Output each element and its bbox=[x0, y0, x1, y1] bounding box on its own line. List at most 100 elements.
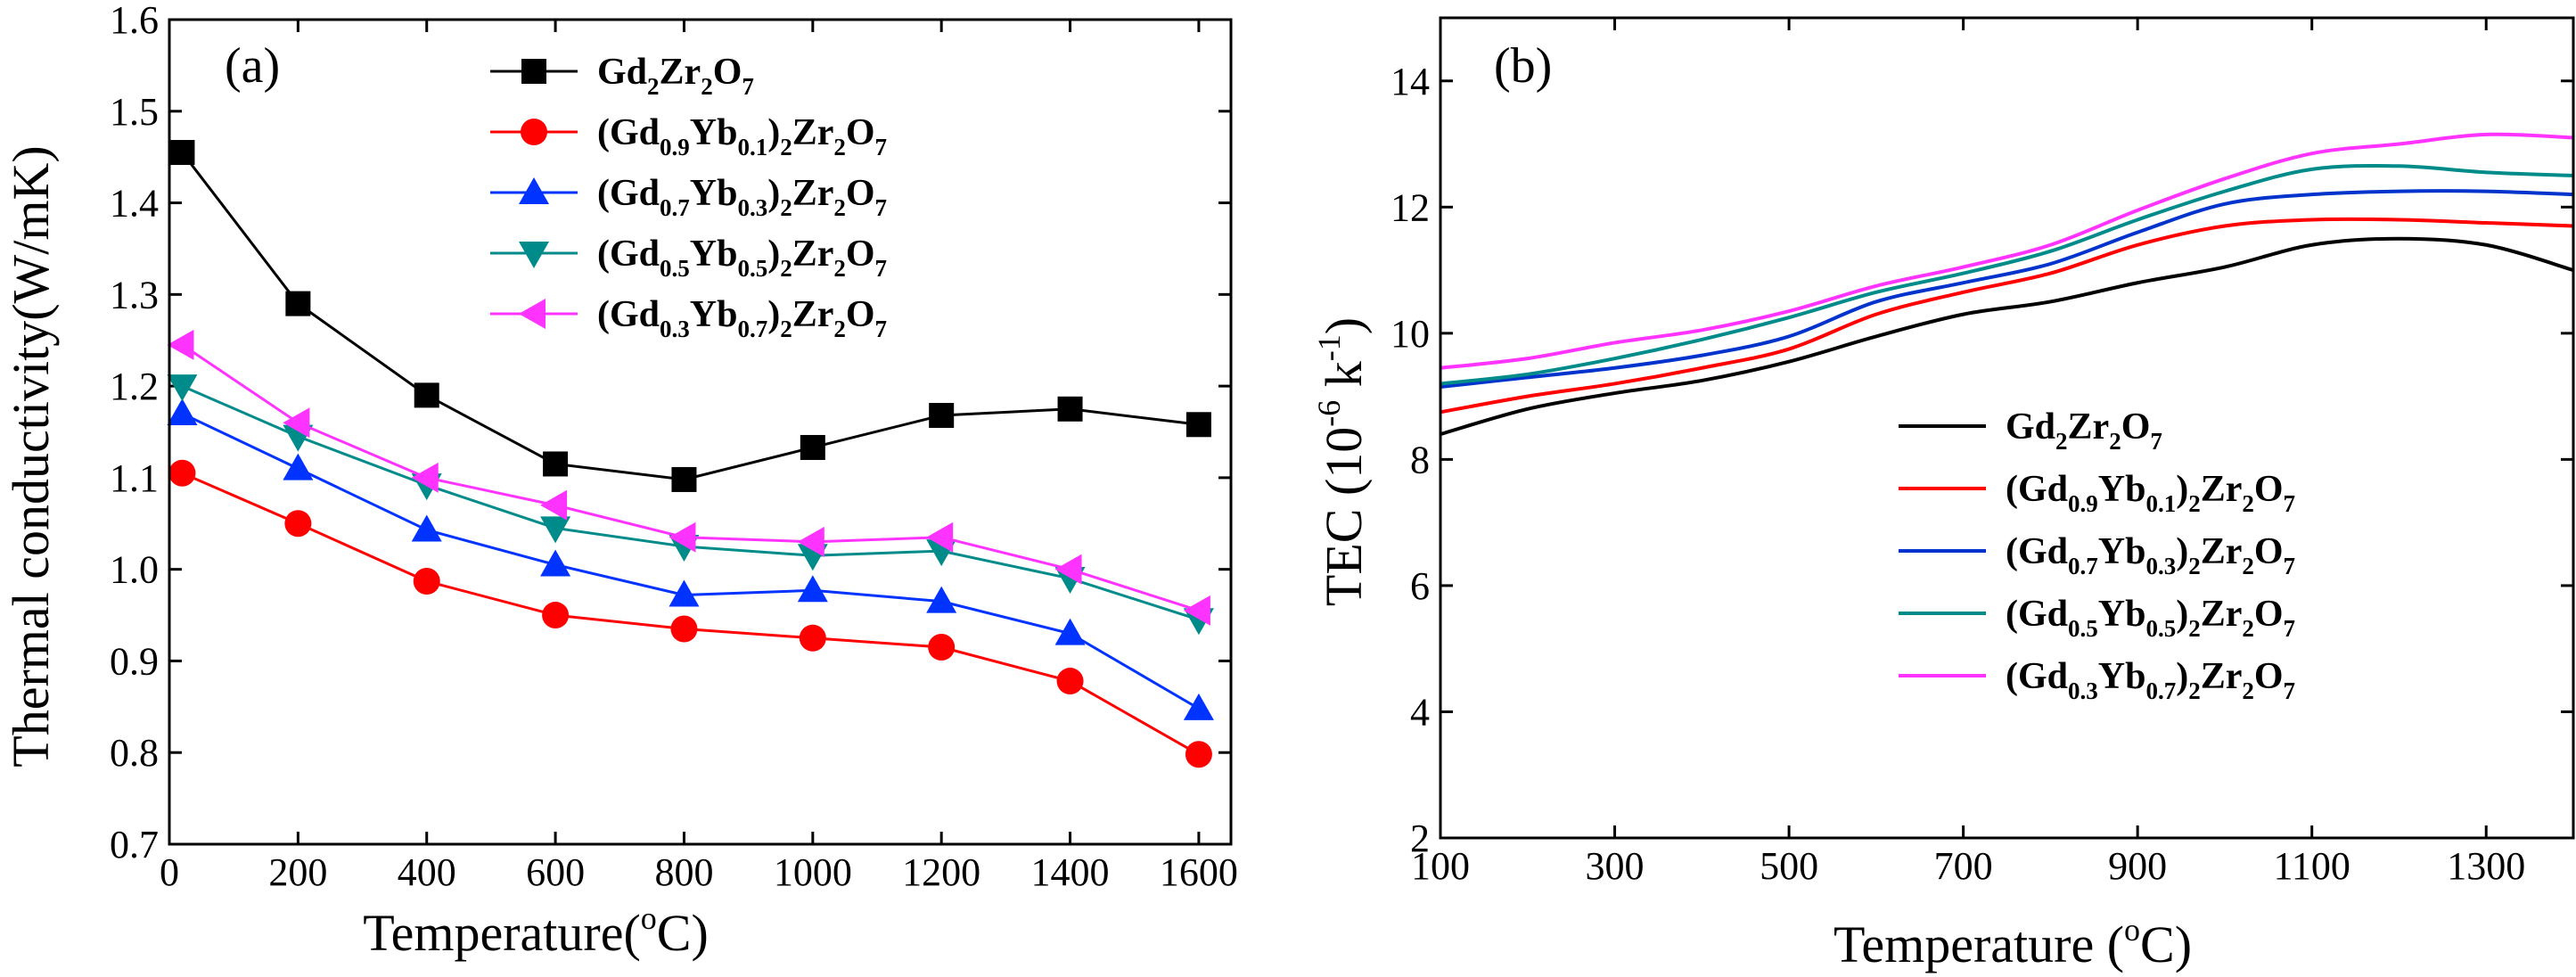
x-tick-label: 200 bbox=[268, 850, 327, 894]
data-point bbox=[168, 459, 196, 487]
data-point bbox=[167, 374, 198, 402]
x-tick-label: 600 bbox=[526, 850, 585, 894]
data-point bbox=[543, 451, 569, 477]
panel-label-a: (a) bbox=[225, 38, 280, 94]
legend-item: Gd2Zr2O7 bbox=[1899, 406, 2162, 455]
data-point bbox=[1183, 595, 1210, 626]
y-tick-label: 4 bbox=[1410, 690, 1430, 734]
data-point bbox=[929, 403, 955, 428]
data-point bbox=[540, 549, 571, 577]
x-tick-label: 700 bbox=[1934, 844, 1993, 888]
legend-item: (Gd0.7Yb0.3)2Zr2O7 bbox=[490, 173, 887, 221]
y-tick-label: 1.4 bbox=[110, 182, 159, 226]
data-point bbox=[540, 489, 568, 521]
x-tick-label: 1300 bbox=[2447, 844, 2525, 888]
y-tick-label: 1.1 bbox=[110, 456, 159, 500]
y-axis-title-b: TEC (10-6 k-1) bbox=[1311, 317, 1373, 606]
data-point bbox=[283, 407, 310, 439]
series-gd0-5yb0-5-2zr2o7 bbox=[1440, 163, 2574, 386]
legend-marker bbox=[519, 299, 546, 329]
legend-item: (Gd0.9Yb0.1)2Zr2O7 bbox=[490, 112, 887, 160]
tec-chart: (b) Temperature (oC) TEC (10-6 k-1) 100 3… bbox=[1311, 16, 2575, 973]
data-point bbox=[167, 329, 194, 360]
legend-label: (Gd0.7Yb0.3)2Zr2O7 bbox=[2006, 531, 2295, 579]
y-axis-title-a: Thermal conductivity(W/mK) bbox=[2, 145, 60, 767]
x-tick-label: 1100 bbox=[2274, 844, 2350, 888]
legend-label: (Gd0.5Yb0.5)2Zr2O7 bbox=[2006, 594, 2295, 642]
data-point bbox=[411, 462, 439, 493]
data-point bbox=[926, 586, 957, 613]
x-tick-label: 1200 bbox=[902, 850, 980, 894]
legend-item: (Gd0.5Yb0.5)2Zr2O7 bbox=[1899, 594, 2295, 642]
data-point bbox=[928, 634, 956, 661]
legend-label: Gd2Zr2O7 bbox=[597, 52, 754, 100]
x-tick-label: 500 bbox=[1760, 844, 1818, 888]
x-tick-label: 1000 bbox=[774, 850, 852, 894]
series-gd0-3yb0-7-2zr2o7 bbox=[1440, 132, 2574, 370]
legend-b: Gd2Zr2O7 (Gd0.9Yb0.1)2Zr2O7 (Gd0.7Yb0.3)2Z… bbox=[1899, 406, 2295, 704]
y-tick-label: 10 bbox=[1391, 312, 1430, 356]
y-tick-label: 0.7 bbox=[110, 823, 159, 866]
legend-label: (Gd0.9Yb0.1)2Zr2O7 bbox=[597, 112, 887, 160]
series-gd2zr2o7 bbox=[169, 140, 1211, 492]
series-gd0-9yb0-1-2zr2o7 bbox=[168, 459, 1212, 768]
y-tick-label: 0.9 bbox=[110, 639, 159, 683]
data-point bbox=[800, 434, 825, 460]
series-line bbox=[1440, 236, 2574, 436]
series-gd0-3yb0-7-2zr2o7 bbox=[167, 329, 1210, 626]
legend-item: (Gd0.7Yb0.3)2Zr2O7 bbox=[1899, 531, 2295, 579]
data-point bbox=[284, 510, 312, 538]
y-tick-label: 14 bbox=[1391, 60, 1430, 103]
legend-item: Gd2Zr2O7 bbox=[490, 52, 754, 100]
x-tick-label: 400 bbox=[398, 850, 456, 894]
legend-item: (Gd0.5Yb0.5)2Zr2O7 bbox=[490, 234, 887, 282]
y-tick-label: 0.8 bbox=[110, 731, 159, 775]
data-point bbox=[797, 575, 828, 603]
series-gd0-7yb0-3-2zr2o7 bbox=[1440, 189, 2574, 389]
legend-item: (Gd0.9Yb0.1)2Zr2O7 bbox=[1899, 469, 2295, 517]
y-tick-label: 1.5 bbox=[110, 90, 159, 134]
data-point bbox=[413, 568, 440, 595]
x-tick-label: 900 bbox=[2108, 844, 2167, 888]
data-point bbox=[169, 140, 195, 166]
y-tick-label: 8 bbox=[1410, 438, 1430, 481]
data-point bbox=[1056, 668, 1084, 695]
legend-marker bbox=[519, 177, 549, 204]
x-axis-title-a: Temperature(oC) bbox=[363, 900, 709, 962]
legend-a: Gd2Zr2O7 (Gd0.9Yb0.1)2Zr2O7 (Gd0.7Yb0.3)2Z… bbox=[490, 52, 887, 342]
data-point bbox=[1183, 693, 1214, 720]
legend-label: (Gd0.3Yb0.7)2Zr2O7 bbox=[2006, 656, 2295, 704]
data-point bbox=[926, 521, 954, 553]
data-point bbox=[670, 615, 698, 643]
series-layer-b bbox=[1440, 132, 2574, 436]
plot-frame-b bbox=[1439, 16, 2575, 840]
legend-item: (Gd0.3Yb0.7)2Zr2O7 bbox=[490, 294, 887, 342]
y-tick-label: 1.0 bbox=[110, 548, 159, 592]
legend-label: (Gd0.7Yb0.3)2Zr2O7 bbox=[597, 173, 887, 221]
y-tick-label: 1.3 bbox=[110, 273, 159, 316]
y-tick-label: 2 bbox=[1410, 817, 1430, 860]
data-point bbox=[1057, 396, 1083, 422]
legend-label: (Gd0.5Yb0.5)2Zr2O7 bbox=[597, 234, 887, 282]
series-line bbox=[1440, 132, 2574, 370]
data-point bbox=[283, 453, 314, 480]
legend-label: (Gd0.3Yb0.7)2Zr2O7 bbox=[597, 294, 887, 342]
data-point bbox=[540, 516, 571, 544]
tick-labels-a: 0 200 400 600 800 1000 1200 1400 1600 0.7 0.8 0.9 1.… bbox=[110, 0, 1238, 894]
plot-frame-a bbox=[168, 18, 1233, 846]
series-line bbox=[1440, 189, 2574, 389]
data-point bbox=[797, 526, 824, 557]
data-point bbox=[1054, 618, 1086, 645]
x-tick-label: 1400 bbox=[1031, 850, 1110, 894]
x-tick-label: 800 bbox=[654, 850, 713, 894]
series-gd0-7yb0-3-2zr2o7 bbox=[167, 398, 1214, 720]
data-point bbox=[1185, 412, 1211, 438]
x-tick-label: 300 bbox=[1586, 844, 1645, 888]
x-tick-label: 0 bbox=[160, 850, 179, 894]
x-axis-title-b: Temperature (oC) bbox=[1834, 912, 2192, 973]
x-tick-label: 100 bbox=[1411, 844, 1470, 888]
legend-label: Gd2Zr2O7 bbox=[2006, 406, 2162, 455]
data-point bbox=[671, 466, 697, 492]
y-tick-label: 12 bbox=[1391, 185, 1430, 229]
